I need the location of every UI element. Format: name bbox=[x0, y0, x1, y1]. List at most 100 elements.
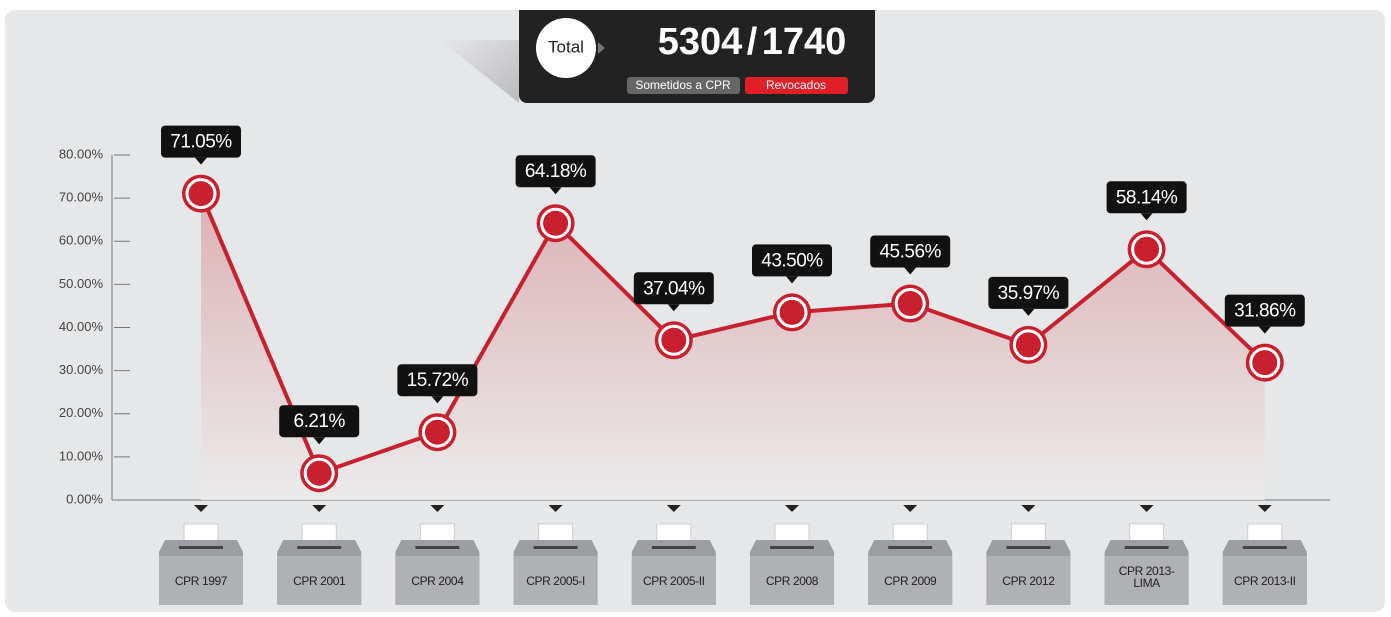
ballot-front bbox=[1104, 556, 1189, 605]
tick-pointer bbox=[785, 505, 799, 512]
x-tick-label: CPR 2005-II bbox=[642, 574, 705, 588]
y-tick-label: 10.00% bbox=[59, 448, 104, 463]
y-tick-label: 30.00% bbox=[59, 362, 104, 377]
label-pointer bbox=[313, 437, 326, 445]
ballot-slot bbox=[297, 546, 342, 549]
x-tick-label: CPR 2004 bbox=[411, 574, 464, 588]
ballot-front bbox=[277, 556, 362, 605]
separator: / bbox=[747, 21, 758, 63]
tick-pointer bbox=[903, 505, 918, 512]
ballot-slot bbox=[179, 546, 223, 549]
label-box bbox=[397, 364, 478, 397]
submitted-pill bbox=[627, 77, 740, 94]
label-pointer bbox=[667, 304, 680, 312]
y-tick-label: 70.00% bbox=[59, 190, 104, 205]
header-fold bbox=[440, 40, 519, 103]
y-tick-label: 40.00% bbox=[59, 319, 104, 334]
ballot-slot bbox=[415, 546, 460, 549]
ballot-slot bbox=[888, 546, 933, 549]
tick-pointer bbox=[548, 505, 563, 512]
label-pointer bbox=[431, 396, 444, 404]
tick-pointer bbox=[1139, 505, 1154, 512]
x-tick-label: CPR 2013-LIMA bbox=[1118, 564, 1175, 590]
label-pointer bbox=[1022, 308, 1035, 316]
marker-ring bbox=[185, 178, 217, 210]
submitted-count: 5304 bbox=[658, 21, 743, 63]
y-tick-label: 80.00% bbox=[59, 146, 104, 161]
total-circle bbox=[536, 18, 596, 78]
value-label: 71.05% bbox=[170, 132, 232, 153]
value-label: 37.04% bbox=[643, 278, 705, 299]
label-pointer bbox=[786, 276, 798, 284]
label-box bbox=[515, 155, 596, 188]
value-label: 64.18% bbox=[525, 161, 587, 182]
ballot-slot bbox=[533, 546, 578, 549]
x-tick-label: CPR 2008 bbox=[765, 574, 819, 588]
x-tick-label: CPR 2012 bbox=[1002, 574, 1055, 588]
ballot-front bbox=[513, 556, 598, 605]
total-label: Total bbox=[548, 37, 584, 56]
label-box bbox=[752, 244, 832, 277]
line bbox=[199, 192, 1267, 476]
marker-ring bbox=[303, 457, 335, 489]
ballot-front bbox=[868, 556, 953, 605]
tick-pointer bbox=[194, 505, 208, 512]
label-pointer bbox=[549, 187, 562, 195]
label-box bbox=[988, 276, 1069, 309]
ballot-front bbox=[395, 556, 480, 605]
value-label: 15.72% bbox=[407, 370, 469, 391]
area bbox=[201, 193, 1265, 501]
ballot-slot bbox=[1006, 546, 1051, 549]
y-tick-label: 50.00% bbox=[59, 276, 104, 291]
marker-ring bbox=[540, 207, 572, 239]
ballot-front bbox=[631, 556, 716, 605]
marker-ring bbox=[658, 324, 690, 356]
label-pointer bbox=[195, 157, 207, 165]
ballot-front bbox=[986, 556, 1071, 605]
y-tick-label: 60.00% bbox=[59, 233, 104, 248]
marker-ring bbox=[1249, 347, 1281, 379]
label-box bbox=[279, 405, 360, 438]
label-pointer bbox=[1258, 326, 1271, 334]
tick-pointer bbox=[666, 505, 681, 512]
x-tick-label: CPR 2013-II bbox=[1233, 574, 1296, 588]
submitted-label: Sometidos a CPR bbox=[635, 78, 731, 92]
ballot-slot bbox=[1242, 546, 1287, 549]
value-label: 31.86% bbox=[1234, 301, 1296, 322]
ballot-slot bbox=[651, 546, 696, 549]
y-tick-label: 20.00% bbox=[59, 405, 104, 420]
label-box bbox=[1106, 181, 1187, 214]
revoked-label: Revocados bbox=[766, 78, 826, 92]
label-pointer bbox=[904, 267, 917, 275]
label-box bbox=[161, 125, 241, 158]
value-label: 45.56% bbox=[879, 242, 941, 263]
x-tick-label: CPR 1997 bbox=[174, 574, 228, 588]
label-box bbox=[633, 272, 714, 305]
marker-ring bbox=[776, 296, 808, 328]
label-box bbox=[870, 235, 951, 268]
revoked-pill bbox=[745, 77, 848, 94]
label-pointer bbox=[1140, 213, 1153, 221]
tick-pointer bbox=[1021, 505, 1036, 512]
marker-ring bbox=[1012, 329, 1044, 361]
marker-ring bbox=[421, 416, 453, 448]
ballot-front bbox=[750, 556, 834, 605]
tick-pointer bbox=[430, 505, 445, 512]
x-tick-label: CPR 2005-I bbox=[526, 574, 585, 588]
tick-pointer bbox=[312, 505, 327, 512]
marker-ring bbox=[894, 288, 926, 320]
ballot-slot bbox=[1124, 546, 1169, 549]
revoked-count: 1740 bbox=[762, 21, 847, 63]
label-box bbox=[1224, 294, 1305, 327]
value-label: 6.21% bbox=[294, 411, 346, 432]
value-label: 43.50% bbox=[761, 250, 823, 271]
x-tick-label: CPR 2001 bbox=[293, 574, 346, 588]
x-tick-label: CPR 2009 bbox=[884, 574, 937, 588]
pointer bbox=[598, 42, 605, 54]
ballot-front bbox=[1222, 556, 1307, 605]
ballot-slot bbox=[770, 546, 814, 549]
value-label: 35.97% bbox=[998, 283, 1060, 304]
ballot-front bbox=[159, 556, 243, 605]
